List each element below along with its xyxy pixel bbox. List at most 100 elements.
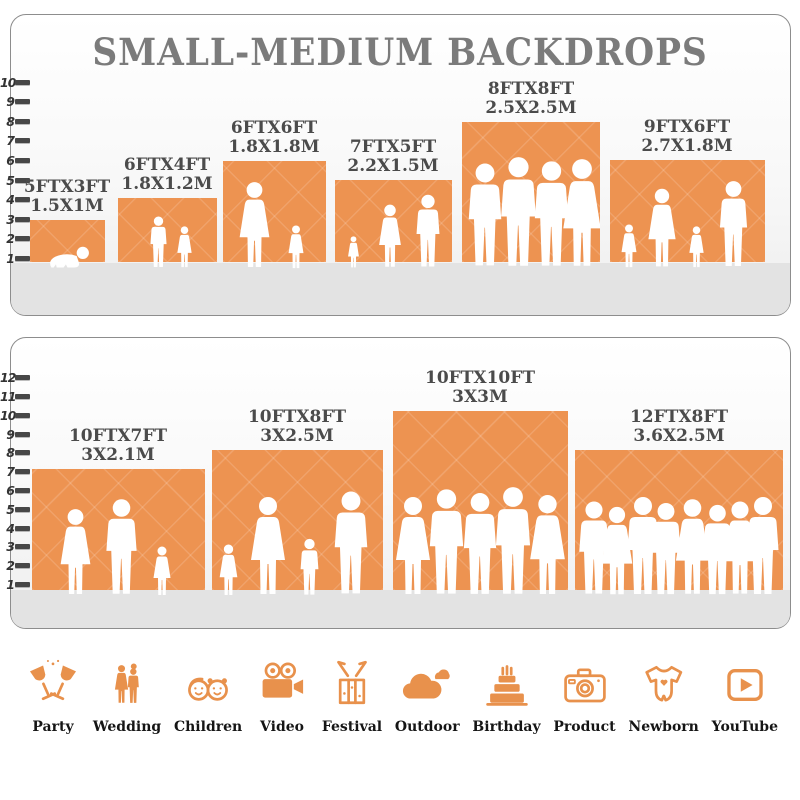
tick-dash: [15, 196, 30, 202]
category-label: Children: [173, 719, 243, 735]
tick-dash: [15, 137, 30, 143]
panel-floor: [11, 590, 790, 628]
ruler-tick-8: 8: [0, 444, 30, 460]
backdrop-6x4: [118, 198, 217, 268]
size-label: 10FTX10FT 3X3M: [425, 368, 535, 407]
backdrop-9x6: [610, 160, 765, 268]
tick-dash: [15, 449, 30, 455]
youtube-play-icon: [727, 668, 763, 702]
tick-dash: [15, 255, 30, 261]
ruler-tick-6: 6: [0, 482, 30, 498]
ruler-tick-7: 7: [0, 132, 30, 148]
family-four-silhouette: [219, 491, 368, 595]
category-birthday: Birthday: [472, 658, 541, 735]
size-label: 9FTX6FT 2.7X1.8M: [641, 117, 733, 156]
backdrop-10x10: [393, 411, 568, 594]
ruler-tick-2: 2: [0, 557, 30, 573]
tick-dash: [15, 562, 30, 568]
backdrop-8x8: [462, 122, 600, 266]
group-crowd-silhouette: [579, 497, 779, 595]
category-newborn: Newborn: [628, 658, 699, 735]
ruler-tick-9: 9: [0, 93, 30, 109]
panel-floor: [11, 263, 790, 315]
ruler-tick-4: 4: [0, 191, 30, 207]
size-label: 7FTX5FT 2.2X1.5M: [347, 137, 439, 176]
category-youtube: YouTube: [712, 658, 778, 735]
baby-onesie-icon: [644, 665, 682, 702]
tick-dash: [15, 98, 30, 104]
clouds-icon: [403, 669, 451, 699]
five-adults-silhouette: [396, 487, 565, 594]
category-product: Product: [553, 658, 616, 735]
tick-dash: [15, 374, 30, 380]
category-label: Party: [32, 719, 74, 735]
size-label: 10FTX8FT 3X2.5M: [247, 407, 347, 446]
family-four-silhouette: [621, 181, 748, 268]
ruler-tick-10: 10: [0, 407, 30, 423]
tick-dash: [15, 177, 30, 183]
tick-dash: [15, 216, 30, 222]
video-camera-icon: [262, 662, 304, 698]
category-label: Wedding: [92, 719, 162, 735]
backdrop-5x3: [30, 220, 105, 268]
ruler-tick-2: 2: [0, 230, 30, 246]
category-label: YouTube: [711, 719, 778, 735]
size-label: 10FTX7FT 3X2.1M: [68, 426, 168, 465]
mother-toddler-silhouette: [239, 182, 304, 269]
gift-box-icon: [337, 660, 367, 705]
category-outdoor: Outdoor: [395, 658, 460, 735]
category-label: Video: [260, 719, 304, 735]
category-label: Product: [553, 719, 616, 735]
tick-dash: [15, 487, 30, 493]
family-three-silhouette: [348, 194, 440, 268]
four-adults-silhouette: [468, 157, 600, 266]
birthday-cake-icon: [485, 665, 528, 706]
size-label: 5FTX3FT 1.5X1M: [23, 177, 111, 216]
wedding-couple-icon: [114, 663, 139, 703]
size-label: 6FTX6FT 1.8X1.8M: [228, 118, 320, 157]
ruler-tick-5: 5: [0, 501, 30, 517]
page-title: SMALL-MEDIUM BACKDROPS: [92, 30, 708, 74]
tick-dash: [15, 393, 30, 399]
ruler-tick-3: 3: [0, 211, 30, 227]
ruler-tick-1: 1: [0, 576, 30, 592]
two-children-silhouette: [150, 216, 192, 268]
category-label: Outdoor: [394, 719, 460, 735]
ruler-tick-8: 8: [0, 113, 30, 129]
tick-dash: [15, 235, 30, 241]
backdrop-7x5: [335, 180, 452, 268]
champagne-glasses-icon: [29, 659, 77, 701]
tick-dash: [15, 118, 30, 124]
ruler-tick-10: 10: [0, 74, 30, 90]
children-faces-icon: [188, 677, 229, 701]
backdrop-10x8: [212, 450, 383, 595]
category-label: Festival: [321, 719, 383, 735]
ruler-tick-6: 6: [0, 152, 30, 168]
backdrop-12x8: [575, 450, 783, 595]
category-label: Birthday: [472, 719, 541, 735]
backdrop-10x7: [32, 469, 205, 595]
tick-dash: [15, 543, 30, 549]
tick-dash: [15, 468, 30, 474]
family-three-silhouette: [60, 499, 171, 595]
category-label: Newborn: [628, 719, 699, 735]
category-row: Party Wedding Children: [26, 658, 778, 735]
tick-dash: [15, 157, 30, 163]
size-label: 8FTX8FT 2.5X2.5M: [485, 79, 577, 118]
ruler-tick-12: 12: [0, 369, 30, 385]
tick-dash: [15, 506, 30, 512]
tick-dash: [15, 581, 30, 587]
crawling-baby-silhouette: [50, 246, 89, 268]
tick-dash: [15, 525, 30, 531]
tick-dash: [15, 431, 30, 437]
ruler-tick-11: 11: [0, 388, 30, 404]
size-label: 12FTX8FT 3.6X2.5M: [629, 407, 729, 446]
category-children: Children: [174, 658, 242, 735]
ruler-tick-5: 5: [0, 172, 30, 188]
category-wedding: Wedding: [93, 658, 161, 735]
category-party: Party: [26, 658, 80, 735]
camera-icon: [563, 668, 606, 703]
ruler-tick-7: 7: [0, 463, 30, 479]
category-video: Video: [255, 658, 309, 735]
